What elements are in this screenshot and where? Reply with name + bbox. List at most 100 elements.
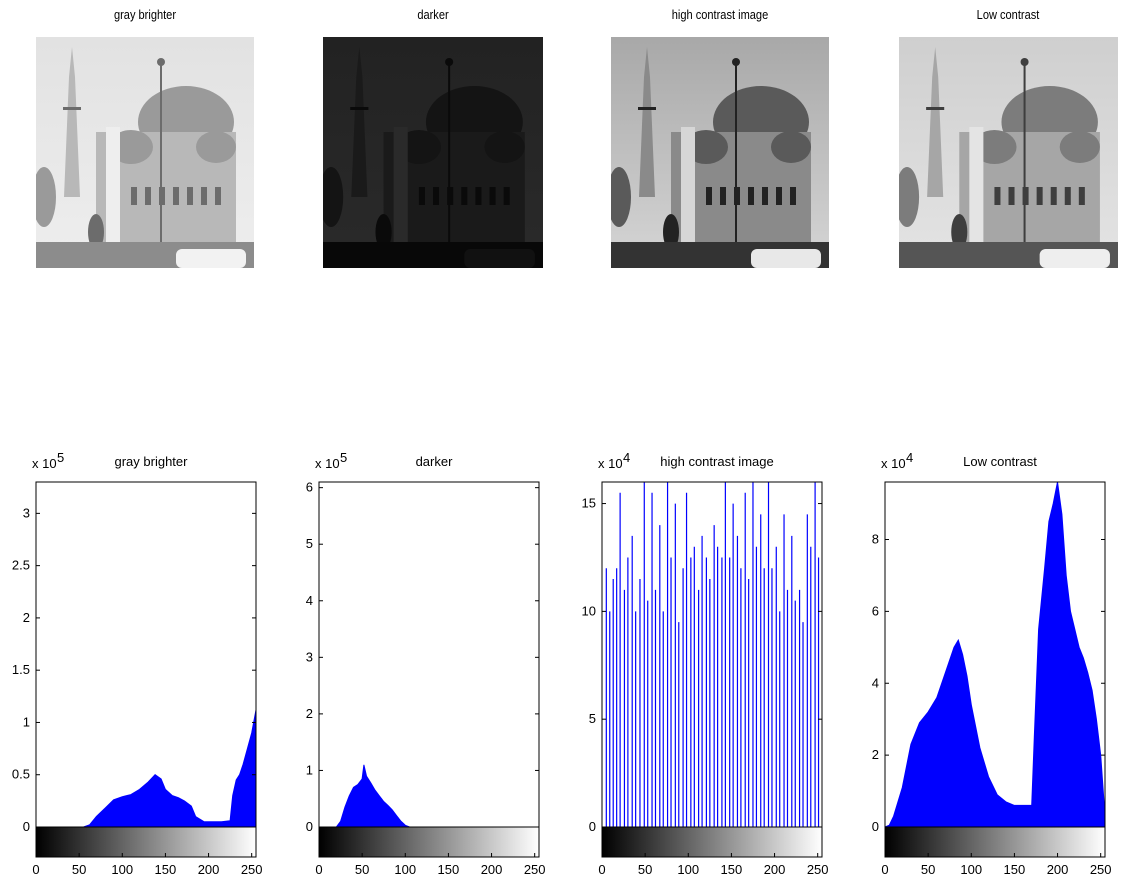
car xyxy=(1039,249,1110,268)
lamp-pole xyxy=(160,62,162,242)
y-tick-label: 5 xyxy=(589,711,596,726)
window xyxy=(503,187,510,205)
minaret xyxy=(639,47,655,197)
window xyxy=(1064,187,1071,205)
colorbar xyxy=(884,826,1106,858)
y-tick-label: 0 xyxy=(23,819,30,834)
image-title: Low contrast xyxy=(976,7,1040,22)
y-tick-label: 0 xyxy=(306,819,313,834)
chart-title: Low contrast xyxy=(963,454,1037,469)
exponent-value: 4 xyxy=(906,450,913,465)
window xyxy=(706,187,712,205)
y-tick-label: 4 xyxy=(872,675,879,690)
window xyxy=(1078,187,1085,205)
axes-box xyxy=(601,481,823,828)
window xyxy=(994,187,1001,205)
lamp-pole xyxy=(735,62,737,242)
y-tick-label: 4 xyxy=(306,593,313,608)
window xyxy=(748,187,754,205)
x-tick-label: 0 xyxy=(32,862,39,875)
image-title: high contrast image xyxy=(671,7,769,22)
x-tick-label: 50 xyxy=(638,862,652,875)
window xyxy=(215,187,221,205)
colorbar xyxy=(601,826,823,858)
x-tick-label: 250 xyxy=(1090,862,1112,875)
y-tick-label: 3 xyxy=(23,505,30,520)
tree xyxy=(951,214,968,250)
window xyxy=(201,187,207,205)
y-tick-label: 10 xyxy=(582,603,596,618)
mosque-photo-high-contrast xyxy=(611,37,829,268)
tower xyxy=(681,127,695,242)
mosque-photo-low-contrast xyxy=(899,37,1118,268)
minaret-balcony xyxy=(63,107,81,110)
x-tick-label: 0 xyxy=(598,862,605,875)
window xyxy=(433,187,440,205)
window xyxy=(762,187,768,205)
y-tick-label: 2.5 xyxy=(12,558,30,573)
exponent-label: x 10 xyxy=(32,456,57,471)
y-tick-label: 3 xyxy=(306,649,313,664)
window xyxy=(418,187,425,205)
x-tick-label: 200 xyxy=(1047,862,1069,875)
side-dome xyxy=(1059,131,1100,163)
y-tick-label: 1 xyxy=(23,714,30,729)
lamp xyxy=(1020,57,1029,67)
side-dome xyxy=(771,131,811,163)
mosque-photo-dark xyxy=(323,37,543,268)
x-tick-label: 100 xyxy=(677,862,699,875)
window xyxy=(475,187,482,205)
lamp-pole xyxy=(448,62,451,242)
y-tick-label: 0 xyxy=(872,819,879,834)
minaret-balcony xyxy=(926,107,945,110)
minaret xyxy=(64,47,80,197)
axes-box xyxy=(35,481,257,828)
minaret xyxy=(351,47,368,197)
image-title: gray brighter xyxy=(113,7,177,22)
exponent-label: x 10 xyxy=(598,456,623,471)
window xyxy=(187,187,193,205)
lamp xyxy=(732,58,740,66)
colorbar xyxy=(318,826,540,858)
window xyxy=(776,187,782,205)
y-tick-label: 6 xyxy=(872,603,879,618)
side-dome xyxy=(396,130,442,164)
y-tick-label: 6 xyxy=(306,480,313,495)
x-tick-label: 150 xyxy=(438,862,460,875)
minaret-balcony xyxy=(638,107,656,110)
x-tick-label: 100 xyxy=(960,862,982,875)
x-tick-label: 0 xyxy=(881,862,888,875)
car xyxy=(176,249,246,268)
tree xyxy=(375,214,392,250)
histogram-area xyxy=(319,764,539,828)
x-tick-label: 100 xyxy=(394,862,416,875)
x-tick-label: 200 xyxy=(764,862,786,875)
y-tick-label: 2 xyxy=(306,706,313,721)
window xyxy=(1022,187,1029,205)
tree xyxy=(663,214,679,250)
y-tick-label: 2 xyxy=(872,747,879,762)
window xyxy=(461,187,468,205)
tree xyxy=(611,167,631,227)
y-tick-label: 8 xyxy=(872,532,879,547)
tree xyxy=(323,167,344,227)
histogram-area xyxy=(36,709,257,828)
car xyxy=(464,249,535,268)
side-dome xyxy=(196,131,236,163)
x-tick-label: 200 xyxy=(198,862,220,875)
window xyxy=(173,187,179,205)
y-tick-label: 1.5 xyxy=(12,662,30,677)
x-tick-label: 50 xyxy=(921,862,935,875)
x-tick-label: 100 xyxy=(111,862,133,875)
colorbar xyxy=(35,826,257,858)
exponent-label: x 10 xyxy=(881,456,906,471)
minaret-balcony xyxy=(350,107,369,110)
window xyxy=(131,187,137,205)
tower xyxy=(106,127,120,242)
mosque-photo-bright xyxy=(36,37,254,268)
x-tick-label: 150 xyxy=(155,862,177,875)
x-tick-label: 200 xyxy=(481,862,503,875)
